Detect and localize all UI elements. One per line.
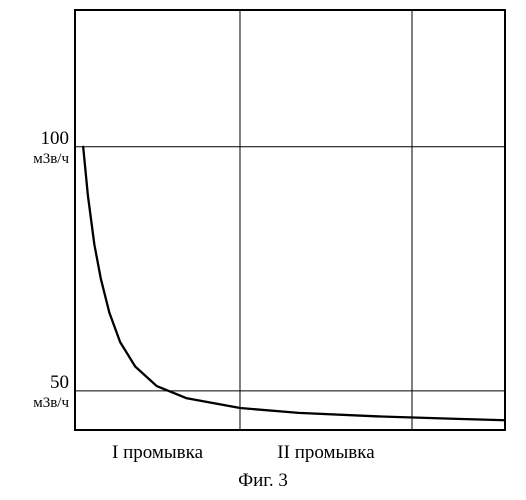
chart-canvas bbox=[0, 0, 526, 500]
y-tick-num: 100 bbox=[41, 128, 70, 149]
x-section-label-1: I промывка bbox=[78, 442, 238, 464]
y-tick-label-100: 100 м3в/ч bbox=[9, 128, 69, 168]
y-tick-unit: м3в/ч bbox=[33, 151, 69, 167]
x-section-label-2: II промывка bbox=[246, 442, 406, 464]
y-tick-label-50: 50 м3в/ч bbox=[9, 372, 69, 412]
figure-caption: Фиг. 3 bbox=[0, 470, 526, 492]
figure: 100 м3в/ч 50 м3в/ч I промывка II промывк… bbox=[0, 0, 526, 500]
y-tick-num: 50 bbox=[50, 372, 69, 393]
y-tick-unit: м3в/ч bbox=[33, 395, 69, 411]
